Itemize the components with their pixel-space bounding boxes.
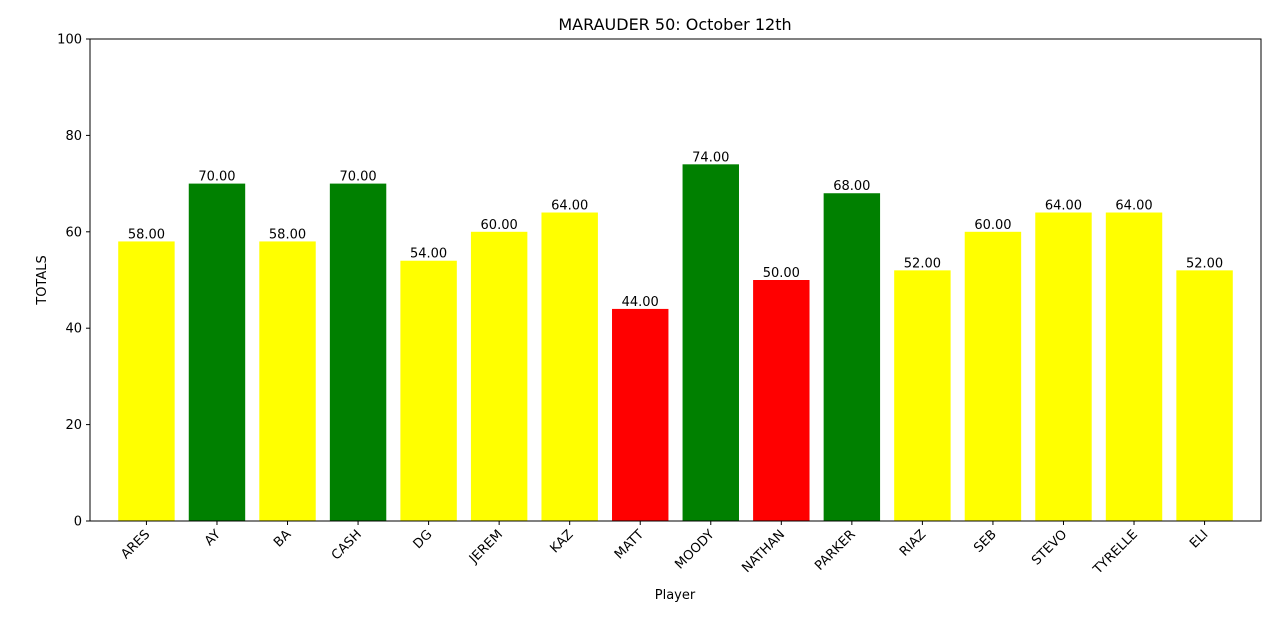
value-label-eli: 52.00 bbox=[1186, 256, 1223, 271]
x-tick-label-seb: SEB bbox=[971, 527, 1000, 556]
bar-ares bbox=[118, 241, 175, 521]
x-tick-label-ares: ARES bbox=[118, 527, 153, 562]
bar-matt bbox=[612, 308, 669, 521]
x-tick-label-nathan: NATHAN bbox=[739, 527, 788, 576]
value-label-tyrelle: 64.00 bbox=[1115, 199, 1152, 214]
bar-seb bbox=[964, 231, 1022, 522]
bar-ay bbox=[188, 183, 246, 521]
bar-eli bbox=[1176, 270, 1233, 521]
x-tick-label-stevo: STEVO bbox=[1029, 527, 1070, 568]
x-tick-label-moody: MOODY bbox=[672, 527, 717, 572]
bar-stevo bbox=[1035, 212, 1092, 521]
y-tick-label: 20 bbox=[65, 418, 82, 433]
x-tick-label-dg: DG bbox=[411, 527, 436, 552]
chart-title: MARAUDER 50: October 12th bbox=[558, 15, 791, 34]
value-label-riaz: 52.00 bbox=[904, 256, 941, 271]
x-tick-label-riaz: RIAZ bbox=[897, 527, 929, 559]
x-tick-label-jerem: JEREM bbox=[466, 527, 506, 567]
value-label-dg: 54.00 bbox=[410, 247, 447, 262]
bars-group bbox=[118, 164, 1233, 522]
x-tick-label-matt: MATT bbox=[612, 527, 647, 562]
bar-parker bbox=[823, 193, 881, 522]
x-axis-label: Player bbox=[655, 588, 696, 603]
value-label-nathan: 50.00 bbox=[763, 266, 800, 281]
value-label-stevo: 64.00 bbox=[1045, 199, 1082, 214]
value-label-cash: 70.00 bbox=[339, 170, 376, 185]
bar-riaz bbox=[894, 270, 951, 521]
value-label-parker: 68.00 bbox=[833, 179, 870, 194]
y-tick-label: 40 bbox=[65, 322, 82, 337]
plot-frame bbox=[89, 38, 1262, 522]
value-label-seb: 60.00 bbox=[974, 218, 1011, 233]
bar-tyrelle bbox=[1105, 212, 1163, 521]
y-tick-label: 60 bbox=[65, 225, 82, 240]
y-axis-ticks: 0 20 40 60 80 100 bbox=[57, 33, 90, 530]
x-tick-label-kaz: KAZ bbox=[547, 527, 576, 556]
value-label-ay: 70.00 bbox=[198, 170, 235, 185]
value-label-moody: 74.00 bbox=[692, 150, 729, 165]
value-labels-group: 58.00 70.00 58.00 70.00 54.00 60.00 64.00 44.00… bbox=[128, 150, 1223, 310]
value-label-jerem: 60.00 bbox=[481, 218, 518, 233]
y-tick-label: 100 bbox=[57, 33, 82, 48]
value-label-ba: 58.00 bbox=[269, 227, 306, 242]
x-tick-label-eli: ELI bbox=[1187, 527, 1211, 551]
bar-nathan bbox=[753, 280, 810, 521]
bar-jerem bbox=[470, 231, 528, 522]
y-tick-label: 80 bbox=[65, 129, 82, 144]
x-tick-label-tyrelle: TYRELLE bbox=[1090, 527, 1141, 578]
x-tick-label-ay: AY bbox=[202, 527, 224, 549]
x-tick-label-parker: PARKER bbox=[812, 527, 858, 573]
bar-dg bbox=[400, 260, 457, 521]
value-label-kaz: 64.00 bbox=[551, 199, 588, 214]
y-tick-label: 0 bbox=[74, 515, 82, 530]
x-tick-label-ba: BA bbox=[271, 527, 294, 550]
bar-moody bbox=[682, 164, 739, 521]
bar-cash bbox=[329, 183, 387, 521]
value-label-matt: 44.00 bbox=[622, 295, 659, 310]
bar-kaz bbox=[541, 212, 598, 521]
bar-ba bbox=[259, 241, 316, 521]
y-axis-label: TOTALS bbox=[35, 255, 50, 306]
value-label-ares: 58.00 bbox=[128, 227, 165, 242]
x-axis-ticks: ARES AY BA CASH DG JEREM KAZ MATT MOODY NATHAN PAR… bbox=[118, 521, 1211, 578]
x-tick-label-cash: CASH bbox=[329, 527, 365, 563]
